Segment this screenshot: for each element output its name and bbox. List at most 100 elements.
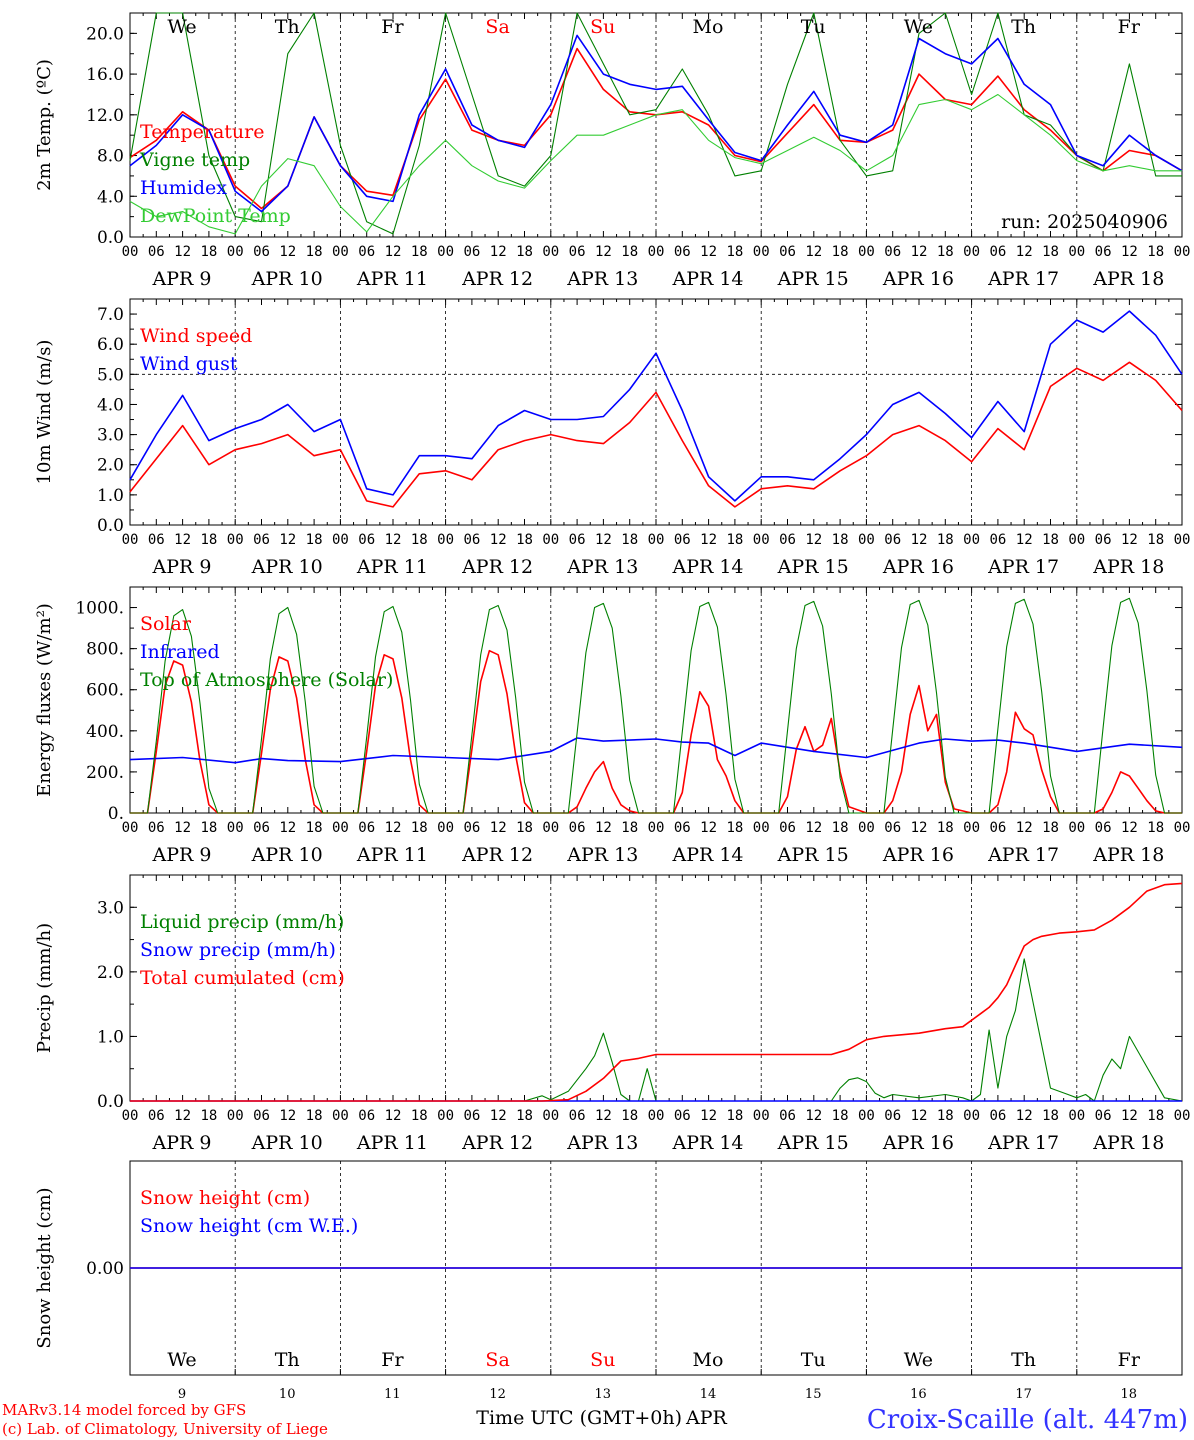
- x-hour-label: 06: [569, 820, 586, 836]
- x-hour-label: 00: [858, 244, 875, 260]
- x-date-label: APR 18: [1092, 268, 1164, 290]
- x-hour-label: 18: [1147, 820, 1164, 836]
- x-hour-label: 12: [911, 532, 928, 548]
- x-hour-label: 12: [700, 1108, 717, 1124]
- x-hour-label: 06: [463, 820, 480, 836]
- y-tick-label: 0.: [108, 804, 124, 824]
- x-date-label: APR 13: [566, 268, 638, 290]
- x-hour-label: 12: [700, 532, 717, 548]
- day-number: 12: [489, 1387, 506, 1402]
- x-hour-label: 00: [858, 1108, 875, 1124]
- x-hour-label: 00: [1174, 244, 1191, 260]
- x-hour-label: 00: [332, 1108, 349, 1124]
- x-hour-label: 06: [674, 820, 691, 836]
- x-hour-label: 18: [516, 1108, 533, 1124]
- x-hour-label: 12: [1121, 532, 1138, 548]
- series-line-dewpoint-temp: [129, 93, 1182, 235]
- x-hour-label: 00: [1068, 1108, 1085, 1124]
- x-hour-label: 06: [358, 532, 375, 548]
- x-hour-label: 18: [621, 1108, 638, 1124]
- x-date-label: APR 11: [356, 1132, 428, 1154]
- day-name-bottom: Su: [590, 1349, 615, 1371]
- y-tick-label: 0.0: [97, 228, 124, 248]
- series-line-humidex: [129, 34, 1183, 213]
- x-hour-label: 12: [1121, 244, 1138, 260]
- x-hour-label: 06: [1095, 1108, 1112, 1124]
- day-name-top: Sa: [485, 16, 509, 38]
- day-number: 11: [384, 1387, 401, 1402]
- x-hour-label: 18: [726, 244, 743, 260]
- x-hour-label: 18: [200, 532, 217, 548]
- x-hour-label: 12: [805, 820, 822, 836]
- y-tick-label: 0.00: [86, 1259, 124, 1279]
- day-number: 13: [595, 1387, 612, 1402]
- run-label: run: 2025040906: [1001, 211, 1168, 233]
- x-hour-label: 18: [411, 820, 428, 836]
- y-tick-label: 7.0: [97, 305, 124, 325]
- y-tick-label: 20.0: [86, 24, 124, 44]
- day-name-bottom: Mo: [693, 1349, 724, 1371]
- legend-entry: Top of Atmosphere (Solar): [140, 669, 393, 691]
- legend-entry: DewPoint Temp: [140, 205, 291, 227]
- panel-1: [129, 12, 1183, 238]
- series-line-total-cumulated-cm-: [130, 882, 1183, 1102]
- x-hour-label: 06: [253, 244, 270, 260]
- series-line-top-of-atmosphere-solar-: [130, 597, 1182, 814]
- x-hour-label: 12: [1121, 820, 1138, 836]
- x-hour-label: 06: [148, 820, 165, 836]
- x-hour-label: 12: [1016, 244, 1033, 260]
- x-hour-label: 00: [753, 1108, 770, 1124]
- x-date-label: APR 9: [152, 844, 212, 866]
- x-hour-label: 18: [726, 1108, 743, 1124]
- series-line-wind-speed: [129, 361, 1183, 508]
- day-name-top: We: [167, 16, 196, 38]
- x-hour-label: 00: [542, 820, 559, 836]
- x-hour-label: 06: [463, 1108, 480, 1124]
- x-hour-label: 06: [148, 532, 165, 548]
- x-date-label: APR 12: [461, 268, 533, 290]
- x-hour-label: 06: [989, 820, 1006, 836]
- panel-5: [129, 1160, 1183, 1376]
- x-hour-label: 06: [779, 820, 796, 836]
- x-date-label: APR 14: [671, 844, 743, 866]
- y-tick-label: 600.: [86, 681, 124, 701]
- x-hour-label: 18: [621, 244, 638, 260]
- x-date-label: APR 18: [1092, 556, 1164, 578]
- x-hour-label: 12: [385, 532, 402, 548]
- y-tick-label: 1.0: [97, 486, 124, 506]
- y-tick-label: 800.: [86, 640, 124, 660]
- x-hour-label: 06: [1095, 820, 1112, 836]
- x-hour-label: 00: [963, 820, 980, 836]
- x-hour-label: 18: [516, 532, 533, 548]
- x-date-label: APR 12: [461, 556, 533, 578]
- x-hour-label: 18: [1042, 244, 1059, 260]
- y-axis-label: Precip (mm/h): [34, 923, 55, 1053]
- x-hour-label: 06: [989, 1108, 1006, 1124]
- day-name-bottom: Tu: [801, 1349, 826, 1371]
- y-tick-label: 8.0: [97, 147, 124, 167]
- x-hour-label: 06: [779, 244, 796, 260]
- x-date-label: APR 16: [882, 268, 954, 290]
- x-hour-label: 18: [937, 532, 954, 548]
- day-number: 16: [910, 1387, 927, 1402]
- x-hour-label: 06: [148, 1108, 165, 1124]
- x-hour-label: 18: [937, 1108, 954, 1124]
- series-line-infrared: [129, 737, 1183, 764]
- x-hour-label: 12: [385, 820, 402, 836]
- x-hour-label: 00: [963, 532, 980, 548]
- x-hour-label: 12: [490, 820, 507, 836]
- legend-entry: Liquid precip (mm/h): [140, 911, 344, 933]
- panel-3: [129, 586, 1183, 814]
- day-name-top: Th: [275, 16, 300, 38]
- x-date-label: APR 15: [777, 268, 849, 290]
- x-hour-label: 00: [858, 820, 875, 836]
- legend-entry: Solar: [140, 613, 192, 635]
- x-hour-label: 12: [1016, 532, 1033, 548]
- x-hour-label: 12: [805, 1108, 822, 1124]
- day-name-top: Fr: [381, 16, 404, 38]
- x-date-label: APR 14: [671, 268, 743, 290]
- x-hour-label: 12: [595, 532, 612, 548]
- location-label: Croix-Scaille (alt. 447m): [867, 1405, 1188, 1435]
- x-hour-label: 12: [1016, 820, 1033, 836]
- x-hour-label: 00: [437, 244, 454, 260]
